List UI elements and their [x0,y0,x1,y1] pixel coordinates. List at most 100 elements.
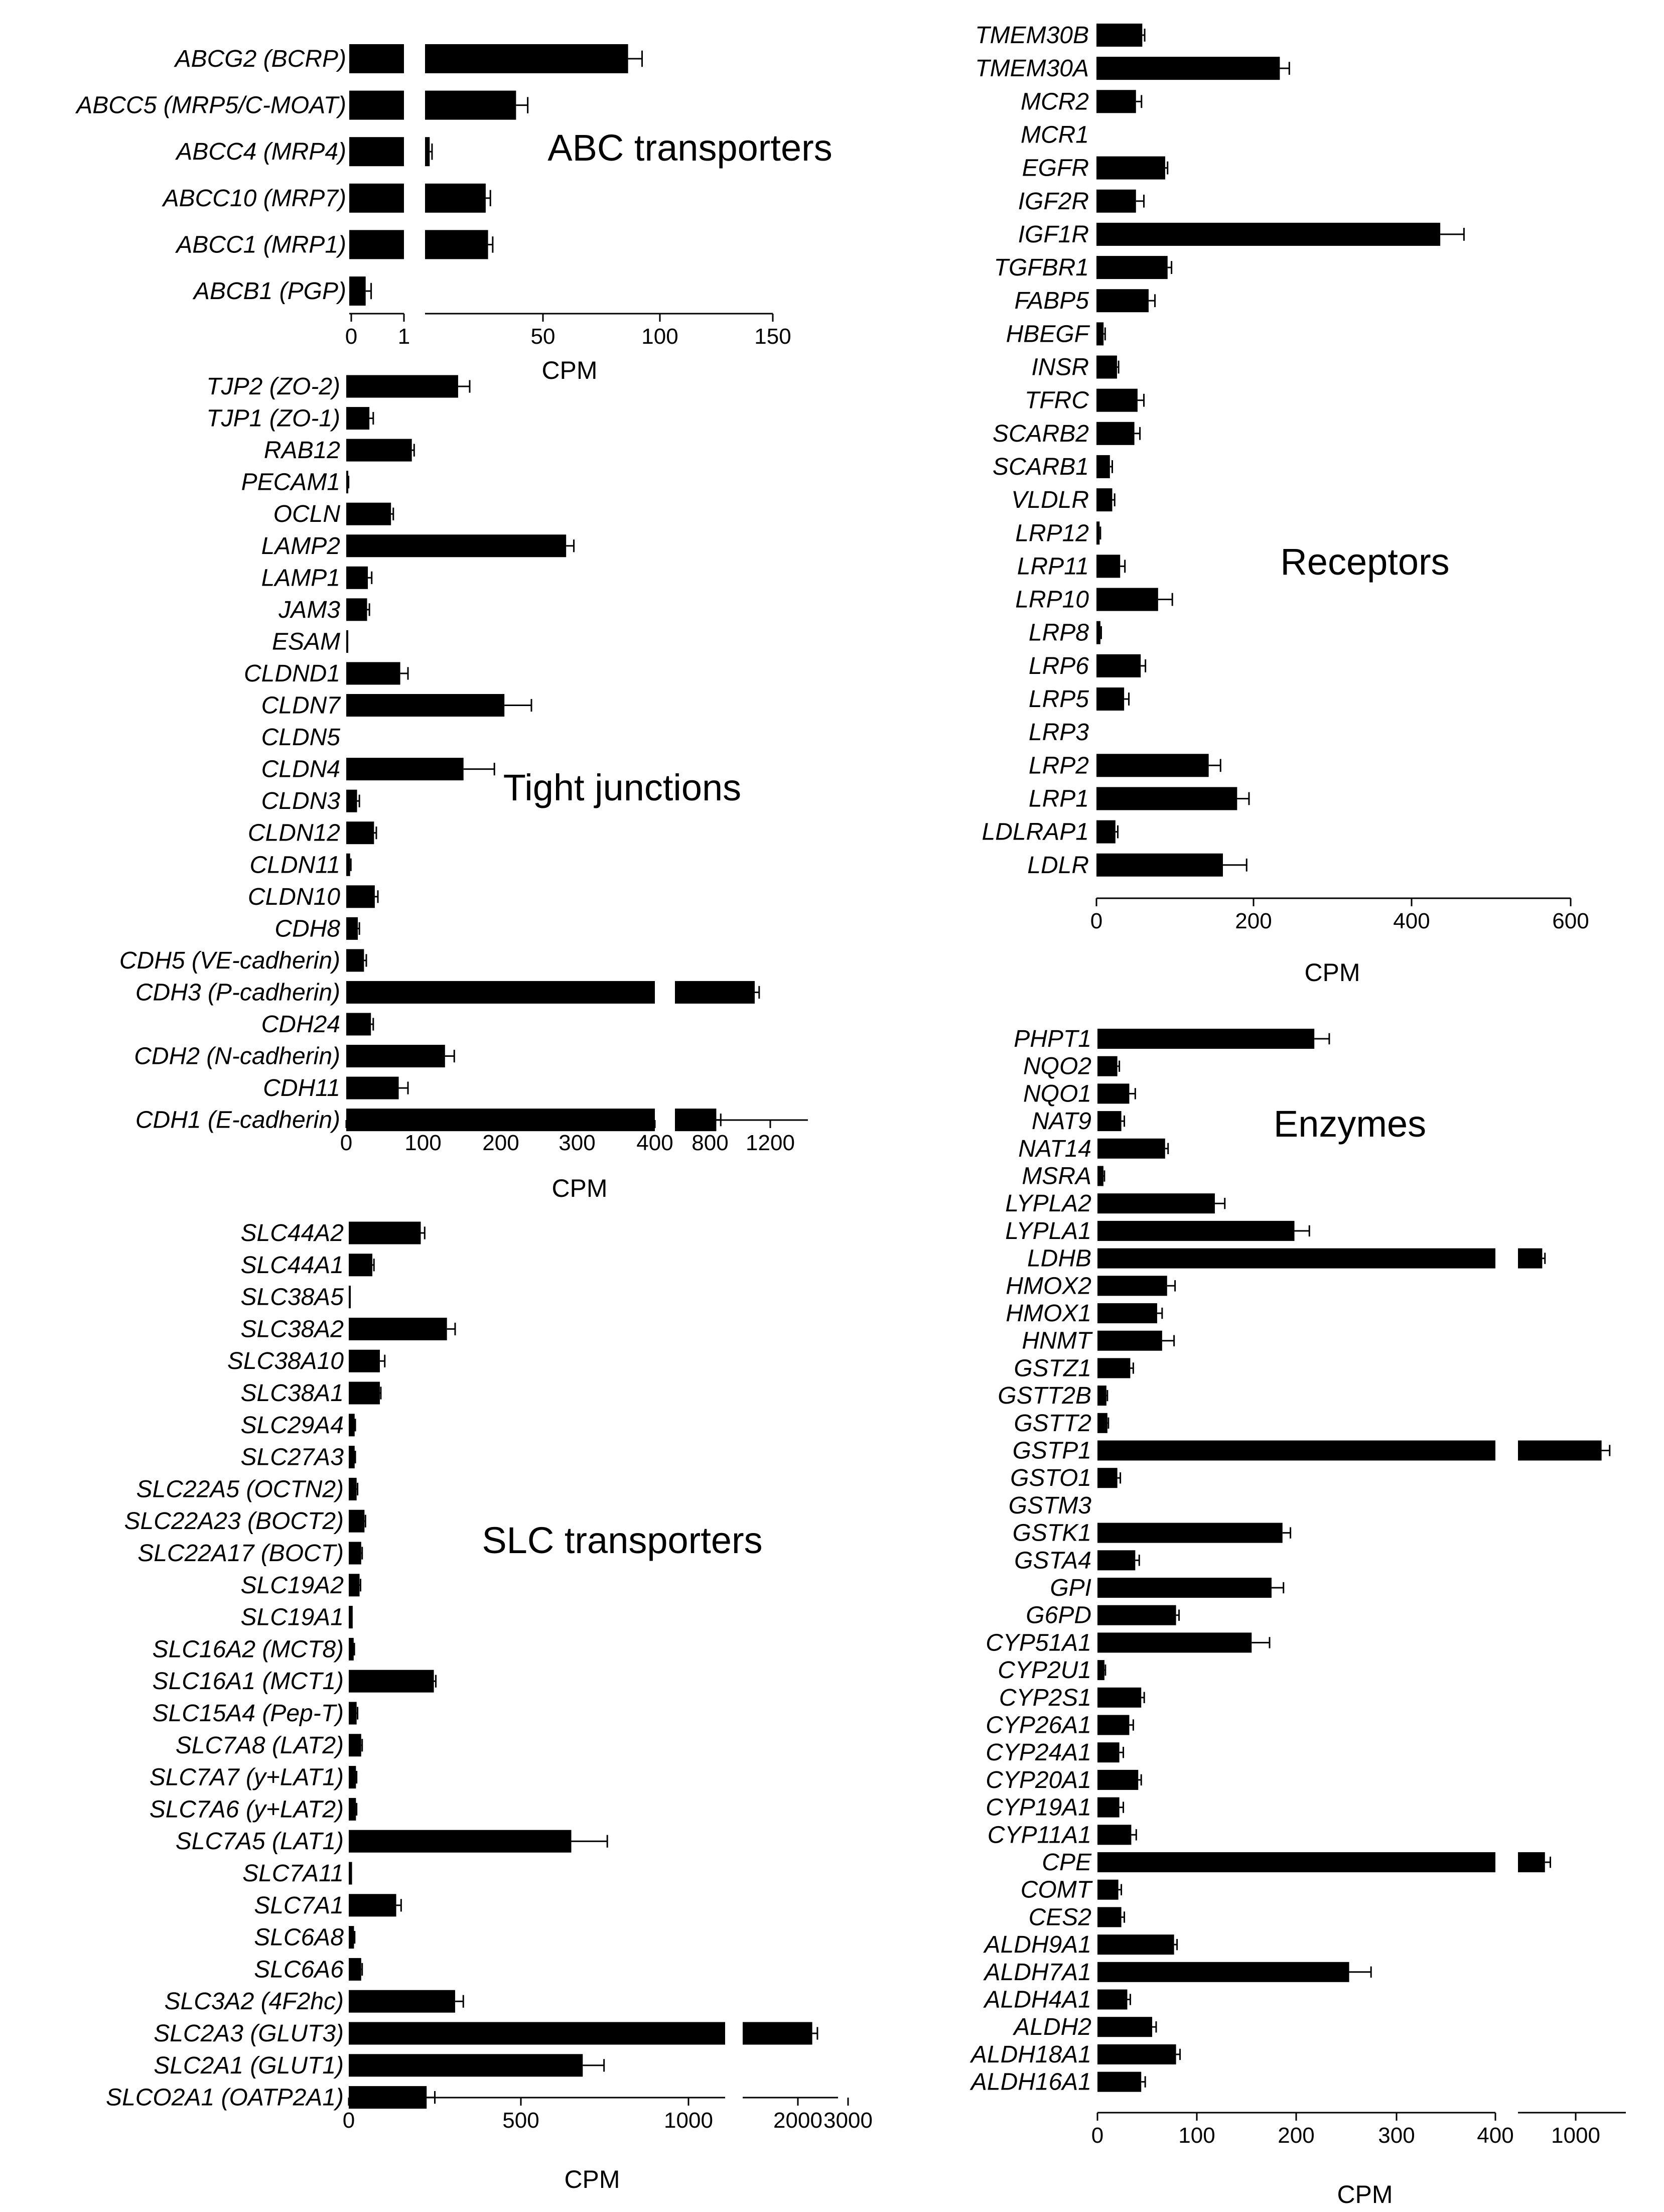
data-bar [349,1798,356,1821]
data-bar [743,2022,812,2045]
category-label: SLC22A17 (BOCT) [137,1540,344,1567]
category-label: ABCC1 (MRP1) [175,231,346,258]
x-axis-label: CPM [564,2165,620,2193]
x-tick-label: 400 [1477,2123,1513,2148]
category-label: SLC7A5 (LAT1) [176,1828,344,1855]
data-bar [346,821,374,845]
data-bar [349,1606,353,1629]
data-bar [349,1637,354,1661]
data-bar [1097,1386,1106,1406]
x-tick-label: 200 [482,1131,519,1155]
data-bar [1096,555,1121,578]
category-label: CLDN12 [248,820,340,847]
data-bar [1097,2044,1176,2064]
category-label: MSRA [1022,1163,1091,1190]
category-label: PECAM1 [241,469,340,496]
data-bar [1097,1248,1495,1269]
data-bar [1096,521,1100,545]
data-bar [349,1317,447,1340]
x-axis-label: CPM [551,1174,607,1202]
category-label: SLC2A3 (GLUT3) [154,2020,344,2047]
data-bar [1097,1989,1128,2010]
data-bar [349,1286,351,1309]
data-bar [346,534,567,558]
data-bar [349,1414,355,1437]
x-tick-label: 600 [1552,909,1589,933]
data-bar [349,1894,396,1917]
x-tick-label: 400 [1393,909,1430,933]
category-label: SLC38A5 [241,1284,344,1311]
category-label: CDH3 (P-cadherin) [135,979,340,1006]
tight-junctions-panel: 0 100 200 300 400 800 1200 CPM Tight junctions TJ… [119,373,808,1202]
data-bar [1097,1029,1315,1049]
data-bar [1096,24,1143,47]
data-bar [1097,1413,1107,1433]
category-label: CYP26A1 [986,1712,1091,1739]
x-tick-label: 800 [691,1131,728,1155]
x-tick-label: 0 [345,324,357,349]
category-label: TFRC [1025,387,1089,414]
category-label: SLC22A23 (BOCT2) [124,1508,344,1535]
category-label: ABCC5 (MRP5/C-MOAT) [75,92,346,119]
data-bar [1096,156,1166,180]
x-tick-label: 400 [636,1131,673,1155]
data-bar [349,1830,572,1853]
data-bar [1097,1138,1165,1159]
data-bar [1096,90,1136,113]
data-bar [1097,1440,1495,1461]
data-bar [346,758,464,781]
category-label: CLDN4 [261,756,340,783]
category-label: SLC38A2 [241,1316,344,1342]
category-label: SLC27A3 [241,1444,344,1471]
data-bar [349,1734,361,1757]
data-bar [349,90,404,120]
data-bar [1097,1523,1283,1543]
data-bar [425,137,430,167]
data-bar [346,1013,371,1036]
data-bar [1097,1907,1122,1927]
data-bar [1097,1879,1119,1900]
data-bar [1097,1742,1120,1763]
category-label: GSTT2B [998,1382,1091,1409]
category-label: SLC7A11 [242,1860,344,1887]
panel-title: Receptors [1280,541,1449,583]
data-bar [425,183,486,213]
category-label: ALDH16A1 [969,2069,1091,2096]
category-label: LRP8 [1029,620,1089,646]
data-bar [346,566,368,589]
category-label: SCARB1 [993,454,1089,480]
category-label: SLC6A8 [254,1924,344,1951]
data-bar [1097,1330,1162,1351]
category-label: CYP24A1 [986,1739,1091,1766]
category-label: MCR1 [1021,121,1089,148]
x-tick-label: 100 [1178,2123,1215,2148]
data-bar [349,1702,357,1725]
x-tick-label: 1 [398,324,410,349]
data-bar [1096,256,1168,280]
data-bar [346,981,655,1004]
slc-transporters-panel: 0 500 1000 2000 3000 CPM SLC transporters SLC44… [106,1220,873,2193]
data-bar [349,1509,365,1533]
category-label: CYP2U1 [998,1657,1091,1684]
category-label: EGFR [1022,155,1089,182]
category-label: HMOX1 [1006,1300,1091,1327]
data-bar [349,1349,380,1372]
panel-title: Enzymes [1274,1103,1426,1145]
category-label: LRP6 [1029,653,1089,679]
category-label: CPE [1042,1849,1092,1876]
category-label: HMOX2 [1006,1273,1091,1299]
category-label: LRP10 [1015,587,1089,613]
data-bar [349,1221,421,1245]
x-tick-label: 2000 [773,2108,822,2133]
data-bar [1097,2071,1142,2092]
data-bar [349,2022,725,2045]
x-tick-label: 0 [1091,2123,1103,2148]
category-label: GSTT2 [1014,1410,1091,1437]
data-bar [1097,1550,1136,1571]
category-label: TGFBR1 [994,254,1089,281]
data-bar [346,949,364,972]
data-bar [346,1076,399,1099]
category-label: SLC38A1 [241,1380,344,1407]
category-label: CDH1 (E-cadherin) [135,1107,340,1134]
